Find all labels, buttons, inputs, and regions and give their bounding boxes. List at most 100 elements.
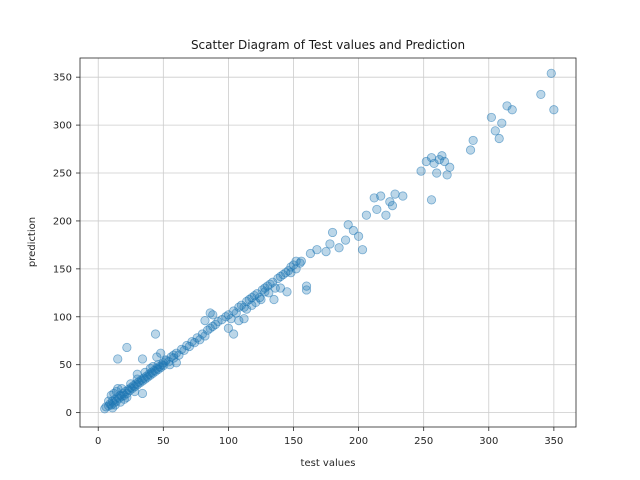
x-axis-label: test values xyxy=(301,458,356,469)
x-tick-label: 250 xyxy=(414,436,433,447)
scatter-point xyxy=(113,384,123,394)
scatter-point xyxy=(153,360,163,370)
scatter-point xyxy=(169,350,179,360)
scatter-point xyxy=(223,323,234,333)
scatter-point xyxy=(327,227,338,238)
scatter-point xyxy=(497,118,507,128)
scatter-point xyxy=(256,294,266,305)
scatter-point xyxy=(148,362,158,372)
scatter-point xyxy=(210,319,220,330)
y-tick-label: 250 xyxy=(53,169,72,180)
scatter-point xyxy=(282,287,292,297)
scatter-point xyxy=(361,210,372,220)
scatter-point xyxy=(130,386,140,397)
scatter-point xyxy=(269,294,279,305)
scatter-point xyxy=(437,151,447,161)
x-tick-label: 150 xyxy=(284,436,303,447)
scatter-point xyxy=(348,225,358,236)
scatter-point xyxy=(398,191,408,201)
scatter-point xyxy=(439,156,450,167)
scatter-point xyxy=(296,256,306,266)
plot-frame xyxy=(79,57,577,428)
scatter-point xyxy=(132,369,142,379)
scatter-point xyxy=(126,379,136,389)
y-tick-label: 100 xyxy=(53,312,72,323)
scatter-point xyxy=(312,245,322,255)
scatter-point xyxy=(239,314,249,324)
y-tick-label: 200 xyxy=(53,216,72,227)
scatter-point xyxy=(270,283,280,293)
scatter-point xyxy=(465,145,476,155)
x-tick-label: 50 xyxy=(157,436,170,447)
scatter-point xyxy=(132,374,142,384)
scatter-point xyxy=(507,105,517,115)
scatter-point xyxy=(468,135,478,146)
x-axis-ticks: 0 50 100 150 200 250 300 350 xyxy=(95,427,563,447)
y-tick-label: 50 xyxy=(59,360,72,371)
x-tick-label: 100 xyxy=(219,436,238,447)
x-tick-label: 300 xyxy=(479,436,498,447)
scatter-point xyxy=(150,329,161,339)
scatter-point xyxy=(122,392,132,402)
scatter-point xyxy=(486,112,496,123)
scatter-point xyxy=(321,247,331,257)
scatter-point xyxy=(291,256,301,266)
scatter-point xyxy=(158,358,168,368)
scatter-point xyxy=(343,220,353,230)
scatter-point xyxy=(353,231,364,241)
scatter-point xyxy=(445,162,455,172)
y-tick-label: 150 xyxy=(53,264,72,275)
scatter-point xyxy=(549,105,559,115)
y-tick-label: 350 xyxy=(53,73,72,84)
scatter-point xyxy=(115,397,125,407)
scatter-point xyxy=(372,204,382,215)
scatter-point xyxy=(189,338,200,348)
scatter-point xyxy=(156,348,166,358)
scatter-point xyxy=(122,342,132,353)
data-points xyxy=(100,68,559,414)
scatter-point xyxy=(334,243,344,253)
scatter-point xyxy=(200,331,210,341)
scatter-point xyxy=(110,400,120,410)
scatter-point xyxy=(200,316,210,326)
scatter-point xyxy=(286,268,296,278)
scatter-point xyxy=(251,297,261,308)
scatter-point xyxy=(381,210,391,220)
x-tick-label: 350 xyxy=(544,436,563,447)
scatter-point xyxy=(416,166,426,176)
x-tick-label: 0 xyxy=(95,436,101,447)
y-axis-ticks: 0 50 100 150 200 250 300 350 xyxy=(53,73,80,419)
scatter-point xyxy=(171,358,181,368)
scatter-point xyxy=(546,68,556,78)
scatter-point xyxy=(426,195,437,205)
scatter-point xyxy=(376,191,386,201)
scatter-point xyxy=(340,235,351,245)
scatter-point xyxy=(137,388,148,399)
scatter-point xyxy=(106,390,116,400)
scatter-point xyxy=(113,354,123,364)
scatter-point xyxy=(490,126,500,136)
scatter-point xyxy=(107,403,118,413)
scatter-point xyxy=(325,239,335,249)
scatter-point xyxy=(432,168,442,178)
scatter-point xyxy=(137,354,148,364)
x-tick-label: 200 xyxy=(349,436,368,447)
y-tick-label: 0 xyxy=(66,408,72,419)
scatter-point xyxy=(301,285,312,295)
scatter-point xyxy=(208,310,218,320)
scatter-point xyxy=(229,329,239,339)
scatter-point xyxy=(264,288,274,298)
scatter-point xyxy=(442,170,452,180)
scatter-point xyxy=(390,189,400,199)
y-axis-label: prediction xyxy=(27,217,38,267)
chart-title: Scatter Diagram of Test values and Predi… xyxy=(191,38,465,52)
scatter-point xyxy=(387,201,398,211)
scatter-point xyxy=(494,133,504,144)
grid-lines xyxy=(80,58,576,427)
y-tick-label: 300 xyxy=(53,121,72,132)
scatter-point xyxy=(234,316,244,326)
scatter-point xyxy=(357,245,368,255)
scatter-point xyxy=(536,89,546,100)
